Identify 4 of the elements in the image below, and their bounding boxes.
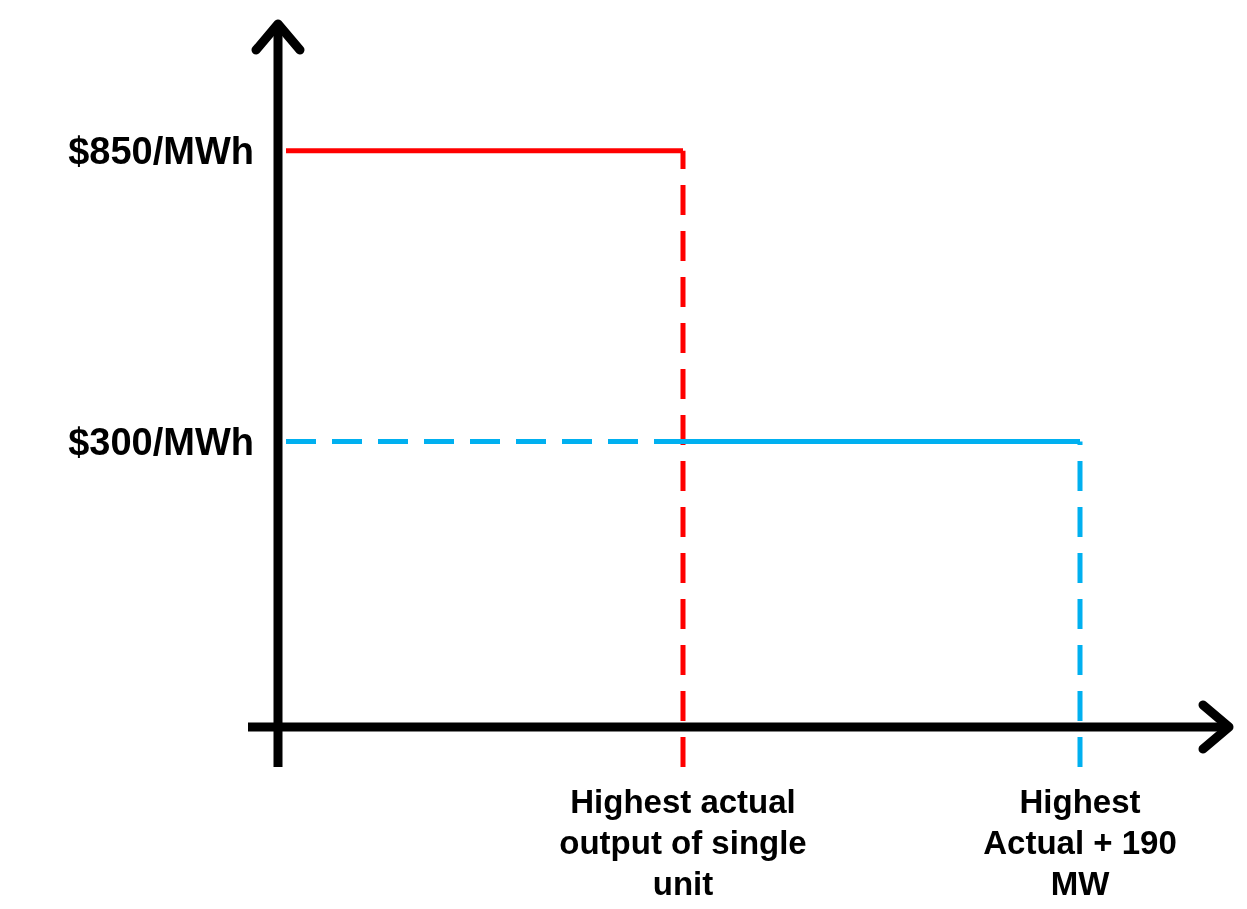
x-tick-label: Highest Actual + 190 MW	[983, 783, 1177, 902]
y-tick-label: $300/MWh	[68, 420, 254, 463]
y-tick-label: $850/MWh	[68, 130, 254, 173]
x-tick-label: Highest actual output of single unit	[559, 783, 807, 902]
